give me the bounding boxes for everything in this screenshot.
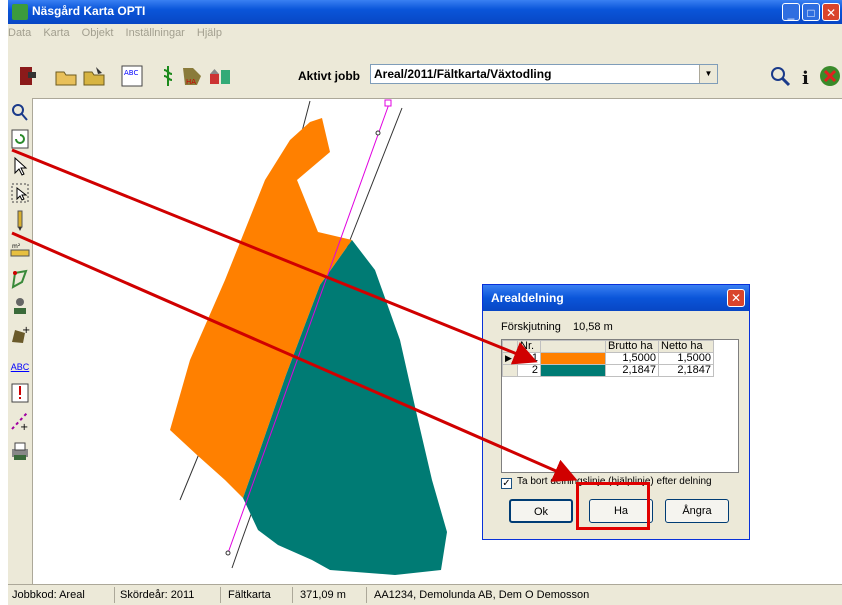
svg-text:+: + [20, 422, 28, 432]
status-jobbkod: Jobbkod: Areal [12, 589, 85, 601]
status-skordear: Skördeår: 2011 [120, 589, 195, 601]
col-netto: Netto ha [658, 340, 714, 353]
open-folder-icon[interactable] [54, 64, 78, 88]
row-nr: 2 [517, 364, 541, 377]
area-table[interactable]: Nr. Brutto ha Netto ha ▶ 1 1,5000 1,5000… [501, 339, 739, 473]
split-icon[interactable]: + [10, 410, 30, 432]
svg-text:HA: HA [186, 78, 196, 86]
col-color [540, 340, 606, 353]
row-selector [502, 364, 518, 377]
dialog-title-bar: Arealdelning ✕ [483, 285, 749, 311]
active-job-value: Areal/2011/Fältkarta/Växtodling [374, 67, 552, 81]
menu-karta[interactable]: Karta [43, 27, 70, 39]
crop-icon[interactable] [156, 64, 180, 88]
pencil-icon[interactable] [10, 210, 30, 232]
active-job-label: Aktivt jobb [298, 69, 360, 83]
dialog-title: Arealdelning [491, 291, 564, 305]
svg-text:i: i [802, 68, 809, 88]
row-color-swatch [540, 352, 606, 365]
printer-icon[interactable] [10, 440, 30, 462]
row-netto: 1,5000 [658, 352, 714, 365]
active-job-select[interactable]: Areal/2011/Fältkarta/Växtodling ▼ [370, 64, 718, 84]
measure-icon[interactable]: m² [10, 238, 30, 260]
close-button[interactable]: ✕ [822, 3, 840, 21]
svg-text:m²: m² [12, 243, 21, 250]
menu-bar: Data Karta Objekt Inställningar Hjälp [8, 24, 842, 42]
row-brutto: 2,1847 [605, 364, 659, 377]
menu-objekt[interactable]: Objekt [81, 27, 114, 39]
maximize-button[interactable]: □ [802, 3, 820, 21]
status-faltkarta: Fältkarta [228, 589, 271, 601]
polygon-icon[interactable] [10, 268, 30, 290]
menu-installningar[interactable]: Inställningar [125, 27, 185, 39]
row-brutto: 1,5000 [605, 352, 659, 365]
col-nr: Nr. [517, 340, 541, 353]
left-toolbar: m² + ABC + [8, 98, 33, 584]
ha-button[interactable]: Ha [589, 499, 653, 523]
title-bar: Näsgård Karta OPTI _ □ ✕ [8, 0, 842, 24]
status-bar: Jobbkod: Areal Skördeår: 2011 Fältkarta … [8, 584, 842, 605]
app-icon [12, 4, 28, 20]
dialog-close-icon[interactable]: ✕ [727, 289, 745, 307]
text-icon[interactable]: ABC [10, 362, 30, 372]
save-folder-icon[interactable] [82, 64, 106, 88]
stop-icon[interactable] [818, 64, 842, 88]
refresh-icon[interactable] [10, 128, 30, 150]
status-owner: AA1234, Demolunda AB, Dem O Demosson [374, 589, 590, 601]
row-color-swatch [540, 364, 606, 377]
search-icon[interactable] [768, 64, 792, 88]
dropdown-arrow-icon[interactable]: ▼ [699, 65, 717, 83]
abc-edit-icon[interactable]: ABC [120, 64, 144, 88]
offset-label: Förskjutning [501, 321, 561, 333]
hectare-icon[interactable]: HA [180, 64, 204, 88]
toolbar: ABC HA Aktivt jobb Areal/2011/Fältkarta/… [8, 42, 842, 99]
farm-icon[interactable] [208, 64, 232, 88]
menu-data[interactable]: Data [8, 27, 32, 39]
row-indicator-header [502, 340, 518, 353]
ok-button[interactable]: Ok [509, 499, 573, 523]
col-brutto: Brutto ha [605, 340, 659, 353]
info-icon[interactable]: i [794, 64, 818, 88]
stamp-icon[interactable] [10, 296, 30, 318]
table-header: Nr. Brutto ha Netto ha [502, 340, 714, 353]
exit-icon[interactable] [16, 64, 40, 88]
window-title: Näsgård Karta OPTI [32, 4, 146, 18]
svg-text:+: + [22, 325, 30, 336]
remove-line-label: Ta bort delningslinje (hjälplinje) efter… [517, 476, 712, 487]
table-row[interactable]: ▶ 1 1,5000 1,5000 [502, 352, 714, 365]
menu-hjalp[interactable]: Hjälp [196, 27, 222, 39]
table-row[interactable]: 2 2,1847 2,1847 [502, 364, 714, 377]
add-field-icon[interactable]: + [10, 324, 30, 346]
pointer-icon[interactable] [10, 156, 30, 178]
undo-button[interactable]: Ångra [665, 499, 729, 523]
status-distance: 371,09 m [300, 589, 346, 601]
remove-line-checkbox[interactable]: ✓ [501, 478, 512, 489]
marker-icon[interactable] [10, 382, 30, 404]
zoom-icon[interactable] [10, 102, 30, 124]
svg-text:ABC: ABC [124, 69, 138, 77]
offset-value: 10,58 m [573, 321, 613, 333]
row-netto: 2,1847 [658, 364, 714, 377]
row-selector-icon: ▶ [502, 352, 518, 365]
highlight-box [576, 482, 650, 530]
select-area-icon[interactable] [10, 182, 30, 204]
minimize-button[interactable]: _ [782, 3, 800, 21]
row-nr: 1 [517, 352, 541, 365]
